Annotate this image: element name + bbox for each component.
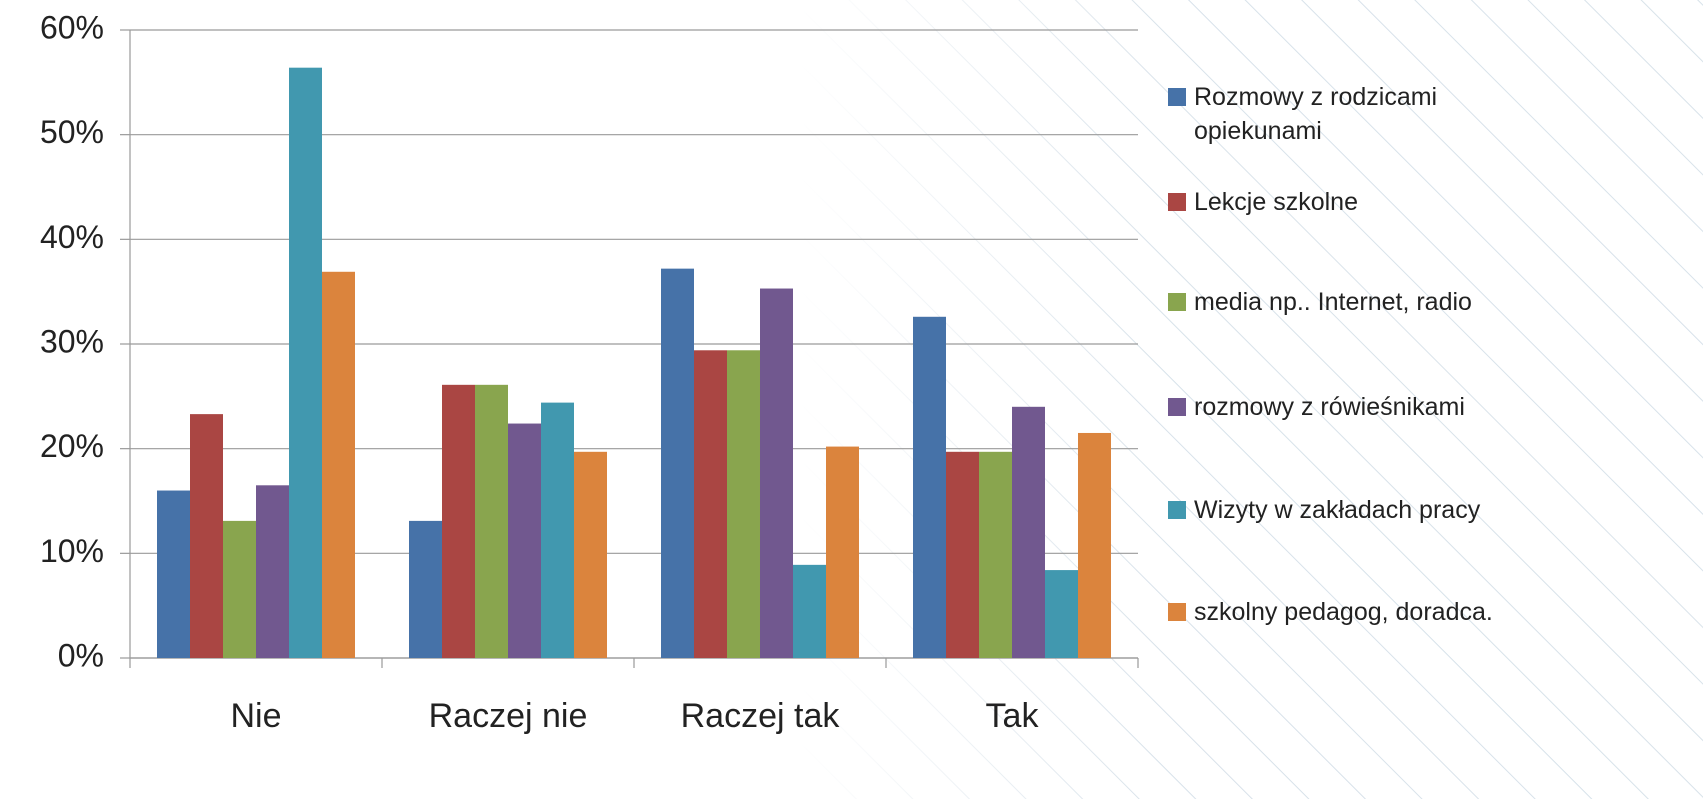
bar [442,384,475,658]
bar [661,268,694,658]
y-tick-label: 10% [40,533,104,569]
legend-label: rozmowy z rówieśnikami [1194,393,1465,421]
bar [409,520,442,658]
legend-item: Rozmowy z rodzicami opiekunami [1168,80,1524,148]
bar [1045,570,1078,658]
bar [475,384,508,658]
background-fade [800,0,1703,799]
legend-swatch [1168,293,1186,311]
bar [979,451,1012,658]
bar [541,402,574,658]
bar [694,350,727,658]
legend-item: Lekcje szkolne [1168,185,1524,219]
x-tick-label: Raczej nie [429,697,588,735]
bar [256,485,289,658]
bar [1012,406,1045,658]
bar [574,451,607,658]
legend-swatch [1168,603,1186,621]
x-tick-label: Raczej tak [681,697,841,735]
y-tick-label: 0% [58,637,104,673]
bar [793,564,826,658]
y-tick-label: 20% [40,428,104,464]
bar [913,316,946,658]
legend-label: szkolny pedagog, doradca. [1194,598,1493,626]
x-tick-label: Tak [986,697,1040,735]
legend-item: media np.. Internet, radio [1168,285,1524,319]
legend-label: Wizyty w zakładach pracy [1194,496,1481,524]
legend-label: media np.. Internet, radio [1194,288,1472,316]
bar [727,350,760,658]
bar [760,288,793,658]
bar [322,271,355,658]
bar [190,414,223,658]
legend-swatch [1168,501,1186,519]
bar [157,490,190,658]
legend-swatch [1168,398,1186,416]
y-tick-label: 60% [40,9,104,45]
bar [946,451,979,658]
bar [508,423,541,658]
legend-item: szkolny pedagog, doradca. [1168,595,1524,629]
y-tick-label: 50% [40,114,104,150]
legend-swatch [1168,193,1186,211]
y-tick-label: 40% [40,219,104,255]
legend-item: rozmowy z rówieśnikami [1168,390,1524,424]
legend-item: Wizyty w zakładach pracy [1168,493,1524,527]
bar [289,67,322,659]
bar [1078,432,1111,658]
y-tick-label: 30% [40,323,104,359]
legend-label: Lekcje szkolne [1194,188,1358,216]
legend-swatch [1168,88,1186,106]
bar [223,520,256,658]
legend-label: Rozmowy z rodzicami opiekunami [1194,83,1438,145]
x-tick-label: Nie [230,697,281,735]
bar [826,446,859,658]
